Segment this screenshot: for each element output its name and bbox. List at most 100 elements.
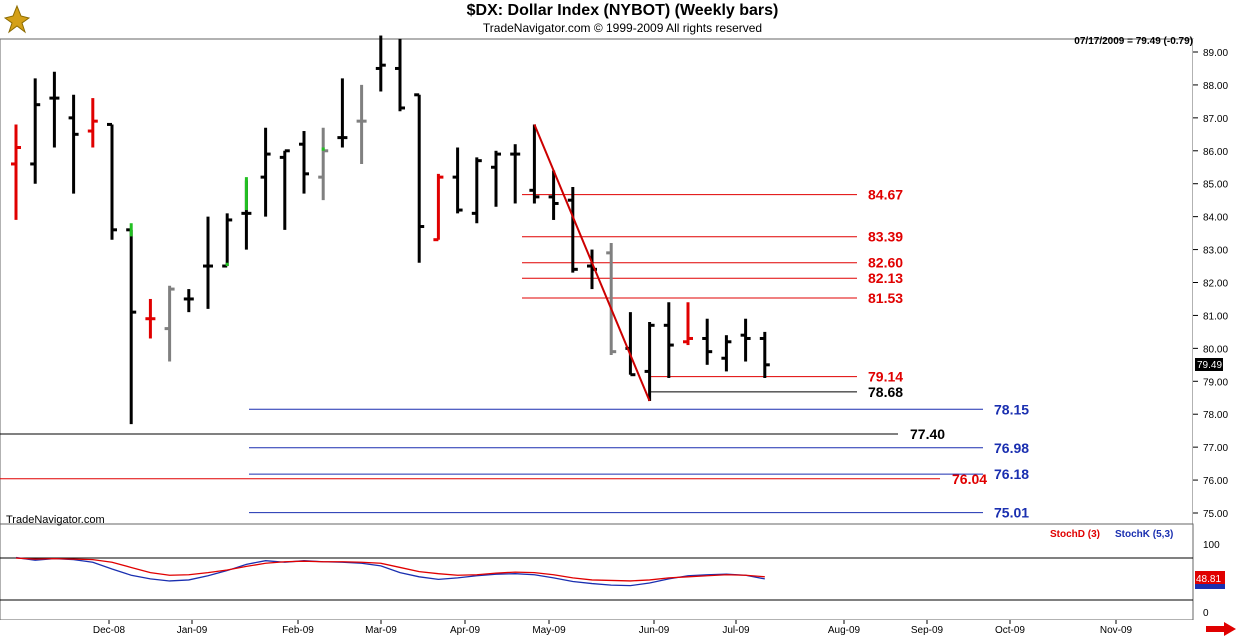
tradenavigator-logo-icon[interactable] bbox=[3, 4, 31, 34]
chart-title: $DX: Dollar Index (NYBOT) (Weekly bars) bbox=[466, 2, 779, 19]
ohlc-bar bbox=[164, 285, 175, 362]
y-tick-label: 76.00 bbox=[1203, 476, 1228, 487]
x-tick-label: Oct-09 bbox=[995, 625, 1025, 636]
stochd-line bbox=[15, 557, 765, 582]
last-price-tag: 79.49 bbox=[1197, 360, 1222, 371]
stoch-axis-100: 100 bbox=[1203, 540, 1220, 551]
x-tick-label: Aug-09 bbox=[828, 625, 861, 636]
level-label: 82.60 bbox=[868, 255, 903, 271]
ohlc-bar bbox=[548, 170, 559, 220]
y-tick-label: 89.00 bbox=[1203, 48, 1228, 59]
price-panel-frame bbox=[0, 38, 1194, 525]
ohlc-bar bbox=[759, 331, 770, 378]
y-tick-label: 75.00 bbox=[1203, 509, 1228, 520]
ohlc-bar bbox=[375, 35, 386, 92]
stoch-last-tag-bg bbox=[1195, 571, 1225, 585]
x-tick-label: Feb-09 bbox=[282, 625, 314, 636]
x-axis-band bbox=[0, 620, 1245, 640]
trend-line bbox=[533, 124, 651, 402]
y-tick-label: 85.00 bbox=[1203, 180, 1228, 191]
y-tick-label: 81.00 bbox=[1203, 311, 1228, 322]
ohlc-bar bbox=[471, 157, 482, 224]
ohlc-bar bbox=[356, 84, 367, 164]
ohlc-bar bbox=[721, 335, 732, 372]
y-tick-label: 80.00 bbox=[1203, 344, 1228, 355]
scroll-right-arrow-icon[interactable] bbox=[1206, 622, 1236, 636]
ohlc-bar bbox=[11, 124, 21, 220]
y-tick-label: 86.00 bbox=[1203, 147, 1228, 158]
ohlc-bar bbox=[87, 98, 98, 148]
level-label: 83.39 bbox=[868, 229, 903, 245]
x-axis-ticks: Dec-08 Jan-09 Feb-09 Mar-09 Apr-09 May-09 Jun-… bbox=[93, 620, 1133, 636]
ohlc-bar bbox=[663, 302, 674, 378]
ohlc-bar bbox=[279, 149, 290, 230]
ohlc-bar bbox=[49, 71, 60, 148]
level-label: 82.13 bbox=[868, 270, 903, 286]
x-tick-label: Jun-09 bbox=[639, 625, 670, 636]
x-tick-label: Sep-09 bbox=[911, 625, 944, 636]
last-price-info: 07/17/2009 = 79.49 (-0.79) bbox=[1074, 36, 1193, 47]
ohlc-bar bbox=[183, 289, 194, 313]
ohlc-bar bbox=[260, 127, 271, 217]
ohlc-bar bbox=[433, 173, 444, 242]
x-tick-label: Dec-08 bbox=[93, 625, 126, 636]
x-tick-label: Mar-09 bbox=[365, 625, 397, 636]
stoch-last-value: 48.81 bbox=[1196, 574, 1221, 585]
y-tick-label: 79.00 bbox=[1203, 377, 1228, 388]
indicator-panel-frame bbox=[0, 523, 1194, 621]
price-bars bbox=[11, 35, 770, 425]
ohlc-bar bbox=[107, 122, 117, 240]
last-price-tag-bg bbox=[1195, 358, 1223, 371]
x-tick-label: Jul-09 bbox=[722, 625, 750, 636]
level-label: 76.18 bbox=[994, 466, 1029, 482]
ohlc-bar bbox=[644, 322, 655, 402]
level-label: 78.15 bbox=[994, 401, 1029, 417]
y-tick-label: 83.00 bbox=[1203, 246, 1228, 257]
stochd-label: StochD (3) bbox=[1050, 529, 1100, 540]
stoch-last-tag-blue bbox=[1195, 584, 1225, 589]
ohlc-bar bbox=[683, 302, 693, 346]
right-axis bbox=[1193, 39, 1245, 524]
level-label: 75.01 bbox=[994, 505, 1029, 521]
y-tick-label: 78.00 bbox=[1203, 410, 1228, 421]
ohlc-bar bbox=[337, 78, 348, 148]
y-tick-label: 87.00 bbox=[1203, 114, 1228, 125]
trend-line-group bbox=[533, 124, 651, 402]
x-tick-label: Nov-09 bbox=[1100, 625, 1133, 636]
ohlc-bar bbox=[510, 144, 521, 204]
ohlc-bar bbox=[30, 78, 41, 184]
level-label: 84.67 bbox=[868, 187, 903, 203]
ohlc-bar bbox=[491, 150, 501, 207]
ohlc-bar bbox=[567, 187, 578, 273]
level-label: 79.14 bbox=[868, 369, 903, 385]
stoch-axis-0: 0 bbox=[1203, 608, 1209, 619]
stochk-line bbox=[15, 556, 765, 587]
level-label: 81.53 bbox=[868, 290, 903, 306]
watermark: TradeNavigator.com bbox=[6, 514, 105, 526]
chart-subtitle: TradeNavigator.com © 1999-2009 All right… bbox=[482, 21, 763, 35]
ohlc-bar bbox=[68, 94, 79, 194]
y-tick-label: 77.00 bbox=[1203, 443, 1228, 454]
level-label: 76.98 bbox=[994, 440, 1029, 456]
level-label: 78.68 bbox=[868, 384, 903, 400]
ohlc-bar bbox=[414, 93, 425, 263]
x-tick-label: Apr-09 bbox=[450, 625, 480, 636]
x-tick-label: Jan-09 bbox=[177, 625, 208, 636]
stochk-label: StochK (5,3) bbox=[1115, 529, 1174, 540]
y-tick-label: 88.00 bbox=[1203, 81, 1228, 92]
level-lines bbox=[0, 194, 983, 514]
x-tick-label: May-09 bbox=[532, 625, 566, 636]
ohlc-bar bbox=[452, 147, 463, 214]
ohlc-bar bbox=[299, 131, 309, 194]
y-tick-label: 82.00 bbox=[1203, 279, 1228, 290]
ohlc-bar bbox=[145, 298, 156, 339]
ohlc-bar bbox=[740, 318, 751, 362]
ohlc-bar bbox=[529, 124, 540, 204]
ohlc-bar bbox=[203, 216, 213, 309]
ohlc-bar bbox=[395, 38, 405, 112]
ohlc-bar bbox=[702, 318, 713, 365]
level-label: 76.04 bbox=[952, 471, 987, 487]
stochastic-lines bbox=[15, 556, 765, 587]
